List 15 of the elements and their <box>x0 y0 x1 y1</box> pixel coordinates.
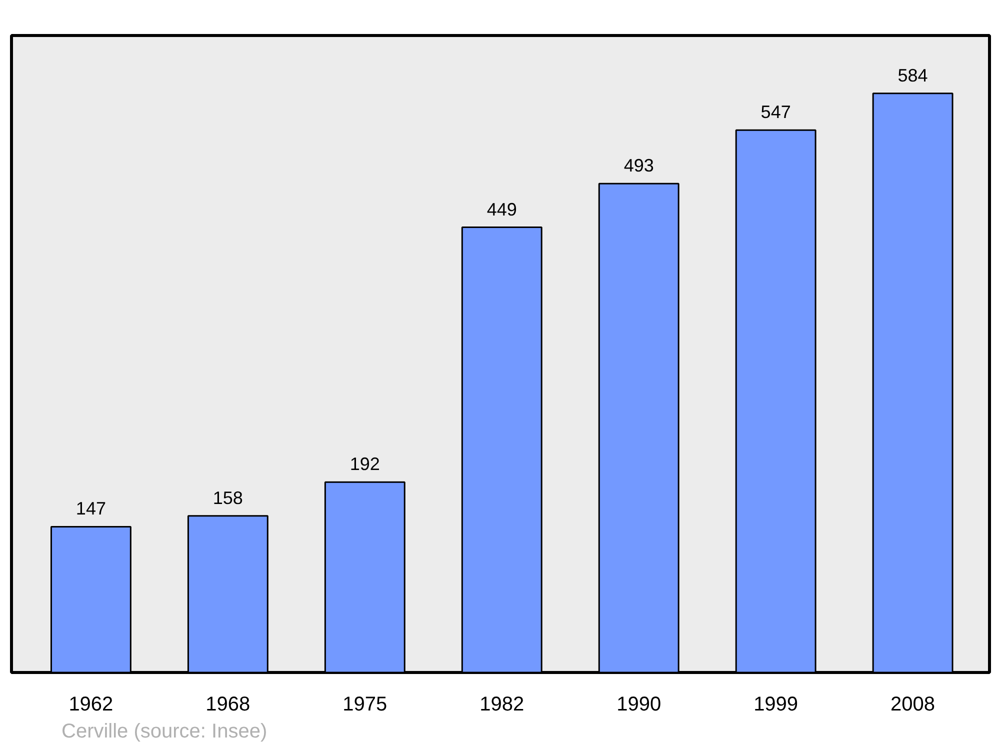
data-label: 449 <box>486 199 517 220</box>
data-label: 493 <box>624 156 654 176</box>
x-tick-label: 1975 <box>342 694 388 716</box>
x-tick-label: 1968 <box>206 694 250 716</box>
x-tick-label: 1999 <box>754 694 798 716</box>
x-tick-label: 1962 <box>68 694 114 716</box>
data-label: 147 <box>76 498 106 519</box>
x-tick-label: 1982 <box>480 694 524 716</box>
data-label: 547 <box>760 102 791 122</box>
x-tick-label: 1990 <box>616 694 662 716</box>
data-label: 192 <box>350 454 380 474</box>
data-label: 584 <box>898 65 928 86</box>
data-label: 158 <box>212 488 243 508</box>
x-tick-label: 2008 <box>890 694 936 716</box>
text: Cerville (source: Insee) <box>62 720 268 742</box>
